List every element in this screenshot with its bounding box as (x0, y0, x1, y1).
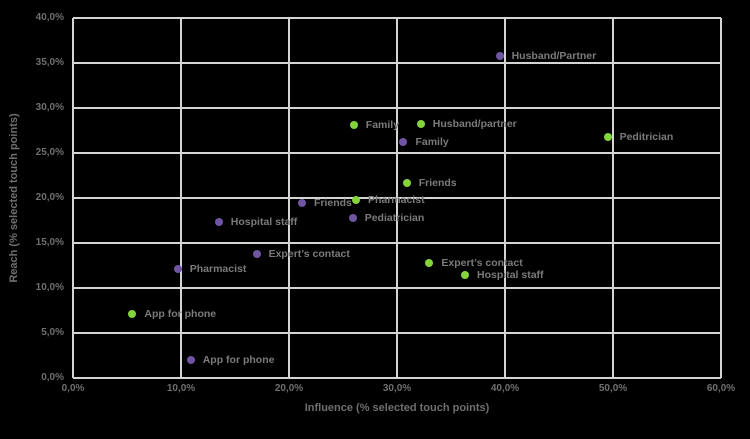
data-point-label: App for phone (202, 354, 275, 366)
gridline-horizontal (73, 287, 721, 289)
data-point-label: Family (415, 136, 449, 149)
y-tick-label: 30,0% (35, 102, 64, 113)
x-tick-label: 30,0% (382, 383, 412, 394)
data-point-label: Peditrician (619, 130, 674, 143)
x-tick-label: 40,0% (490, 383, 520, 394)
data-point (399, 138, 408, 147)
data-point (495, 51, 504, 60)
gridline-horizontal (73, 242, 721, 244)
data-point-label: Pediatrician (364, 211, 425, 224)
data-point (416, 120, 425, 129)
x-tick-label: 10,0% (166, 383, 196, 394)
y-tick-label: 20,0% (35, 192, 64, 203)
data-point (128, 310, 137, 319)
data-point-label: Hospital staff (230, 216, 298, 229)
data-point-label: Expert’s contact (268, 247, 350, 260)
x-tick-label: 50,0% (598, 383, 628, 394)
y-tick-label: 15,0% (35, 237, 64, 248)
plot-area (72, 17, 722, 379)
data-point (603, 132, 612, 141)
y-tick-label: 5,0% (41, 327, 64, 338)
data-point (252, 249, 261, 258)
data-point-label: Husband/Partner (511, 49, 597, 62)
x-tick-label: 0,0% (61, 383, 85, 394)
data-point (297, 199, 306, 208)
data-point-label: Husband/partner (432, 118, 517, 131)
data-point (461, 270, 470, 279)
x-tick-label: 60,0% (706, 383, 736, 394)
data-point (214, 218, 223, 227)
data-point (173, 265, 182, 274)
data-point (349, 121, 358, 130)
data-point-label: Family (365, 119, 400, 132)
y-tick-label: 0,0% (41, 372, 64, 383)
y-tick-label: 40,0% (35, 12, 64, 23)
data-point (186, 356, 195, 364)
y-tick-label: 25,0% (35, 147, 64, 158)
data-point-label: Friends (313, 197, 352, 210)
data-point-label: Pharmacist (367, 193, 425, 206)
data-point-label: Hospital staff (477, 268, 544, 281)
y-tick-label: 35,0% (35, 57, 64, 68)
gridline-horizontal (73, 152, 721, 154)
gridline-horizontal (73, 197, 721, 199)
gridline-horizontal (73, 332, 721, 334)
y-tick-label: 10,0% (35, 282, 64, 293)
data-point (402, 178, 411, 187)
data-point (348, 213, 357, 222)
data-point-label: Expert’s contact (441, 256, 523, 269)
data-point-label: App for phone (144, 308, 217, 321)
data-point-label: Pharmacist (189, 263, 247, 276)
data-point (351, 195, 360, 204)
x-axis-title: Influence (% selected touch points) (304, 402, 490, 414)
gridline-horizontal (73, 62, 721, 64)
gridline-horizontal (73, 377, 721, 379)
data-point-label: Friends (418, 176, 457, 189)
x-tick-label: 20,0% (274, 383, 304, 394)
gridline-horizontal (73, 17, 721, 19)
data-point (425, 258, 434, 267)
gridline-vertical (720, 18, 722, 378)
gridline-horizontal (73, 107, 721, 109)
